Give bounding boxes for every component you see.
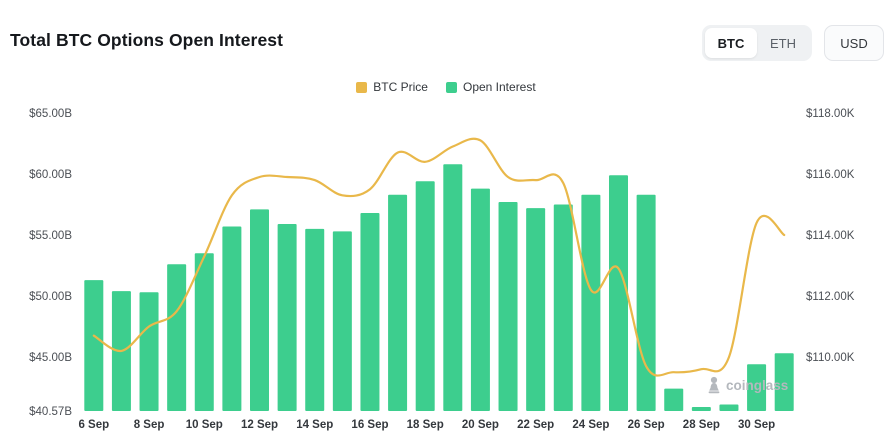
open-interest-bar[interactable]	[443, 164, 463, 411]
svg-text:$60.00B: $60.00B	[29, 169, 72, 181]
open-interest-bar[interactable]	[526, 208, 546, 411]
open-interest-bar[interactable]	[167, 264, 187, 411]
svg-text:30 Sep: 30 Sep	[738, 419, 775, 431]
open-interest-bar[interactable]	[332, 231, 352, 411]
open-interest-bar[interactable]	[609, 175, 628, 411]
svg-text:$45.00B: $45.00B	[29, 352, 72, 364]
page-title: Total BTC Options Open Interest	[10, 30, 284, 50]
open-interest-bar[interactable]	[250, 209, 269, 411]
open-interest-bar[interactable]	[691, 406, 711, 411]
open-interest-bar[interactable]	[774, 353, 794, 411]
open-interest-bar[interactable]	[470, 188, 490, 411]
legend-label: Open Interest	[462, 80, 536, 94]
svg-text:$110.00K: $110.00K	[806, 352, 855, 364]
svg-text:14 Sep: 14 Sep	[296, 419, 333, 431]
open-interest-bar[interactable]	[553, 204, 573, 411]
open-interest-bars[interactable]	[84, 164, 794, 411]
svg-text:26 Sep: 26 Sep	[628, 419, 665, 431]
legend-item-open-interest[interactable]: Open Interest	[445, 80, 536, 94]
svg-text:10 Sep: 10 Sep	[186, 419, 223, 431]
open-interest-bar[interactable]	[415, 181, 435, 411]
legend-label: BTC Price	[373, 80, 428, 94]
open-interest-bar[interactable]	[139, 292, 159, 411]
svg-text:$65.00B: $65.00B	[29, 108, 72, 120]
svg-text:18 Sep: 18 Sep	[407, 419, 444, 431]
open-interest-bar[interactable]	[719, 404, 739, 411]
svg-text:6 Sep: 6 Sep	[78, 419, 109, 431]
svg-text:16 Sep: 16 Sep	[351, 419, 388, 431]
svg-text:$50.00B: $50.00B	[29, 291, 72, 303]
open-interest-swatch-icon	[445, 81, 457, 93]
open-interest-bar[interactable]	[277, 224, 297, 411]
svg-text:$55.00B: $55.00B	[29, 230, 72, 242]
open-interest-bar[interactable]	[222, 226, 242, 411]
svg-text:24 Sep: 24 Sep	[572, 419, 609, 431]
open-interest-bar[interactable]	[498, 202, 518, 411]
open-interest-bar[interactable]	[360, 213, 380, 411]
open-interest-bar[interactable]	[747, 364, 767, 411]
open-interest-bar[interactable]	[636, 194, 656, 411]
open-interest-bar[interactable]	[194, 253, 214, 411]
x-axis-labels: 6 Sep 8 Sep 10 Sep 12 Sep 14 Sep 16 Sep 18 Sep…	[78, 419, 775, 431]
open-interest-bar[interactable]	[581, 194, 601, 411]
svg-text:$118.00K: $118.00K	[806, 108, 855, 120]
svg-text:12 Sep: 12 Sep	[241, 419, 278, 431]
svg-text:$114.00K: $114.00K	[806, 230, 855, 242]
open-interest-bar[interactable]	[664, 388, 684, 411]
svg-text:20 Sep: 20 Sep	[462, 419, 499, 431]
svg-text:28 Sep: 28 Sep	[683, 419, 720, 431]
svg-text:$40.57B: $40.57B	[29, 406, 72, 418]
chart-legend: BTC Price Open Interest	[0, 80, 892, 94]
open-interest-bar[interactable]	[305, 228, 325, 411]
toggle-btc-button[interactable]: BTC	[705, 28, 757, 58]
svg-text:$112.00K: $112.00K	[806, 291, 855, 303]
svg-text:$116.00K: $116.00K	[806, 169, 855, 181]
toggle-eth-button[interactable]: ETH	[757, 28, 809, 58]
currency-dropdown[interactable]: USD	[824, 25, 884, 61]
axis-labels: $65.00B $60.00B $55.00B $50.00B $45.00B $40.5…	[29, 108, 855, 418]
svg-text:8 Sep: 8 Sep	[134, 419, 165, 431]
open-interest-bar[interactable]	[388, 194, 408, 411]
svg-text:22 Sep: 22 Sep	[517, 419, 554, 431]
open-interest-bar[interactable]	[84, 280, 104, 411]
btc-price-line[interactable]	[92, 137, 786, 377]
coin-toggle[interactable]: BTC ETH	[702, 25, 812, 61]
legend-item-btc-price[interactable]: BTC Price	[356, 80, 428, 94]
btc-price-swatch-icon	[356, 81, 368, 93]
